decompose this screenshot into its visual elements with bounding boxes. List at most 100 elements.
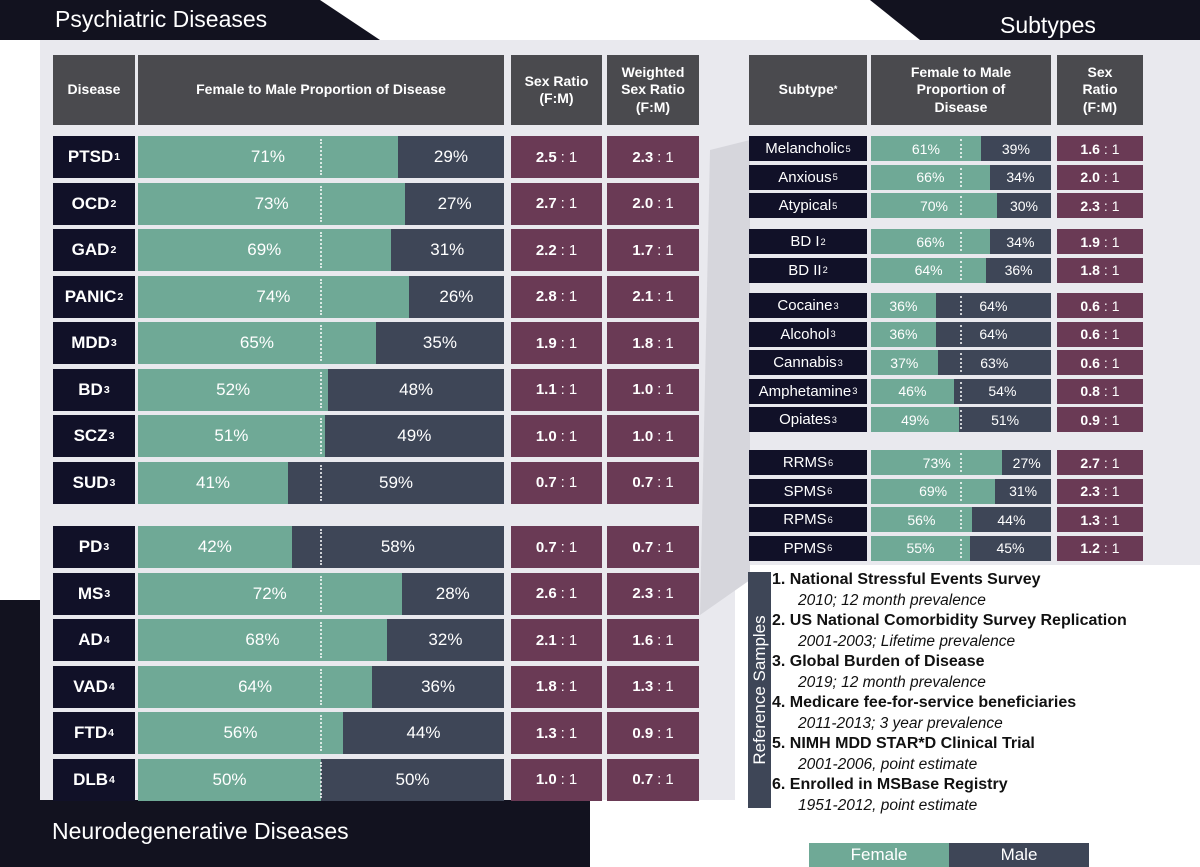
sex-ratio-separator: : bbox=[560, 195, 565, 212]
legend-male-label: Male bbox=[1000, 845, 1038, 864]
female-percent-label: 73% bbox=[922, 454, 951, 471]
female-bar-segment bbox=[871, 350, 938, 375]
sub-sex-ratio-separator: : bbox=[1103, 354, 1108, 371]
weighted-sex-ratio-separator: : bbox=[657, 538, 662, 556]
proportion-bar: 50% 50% bbox=[138, 758, 504, 801]
weighted-sex-ratio-value: 1.8 bbox=[632, 334, 654, 352]
sex-ratio-base: 1 bbox=[568, 241, 578, 259]
reference-title: 5. NIMH MDD STAR*D Clinical Trial bbox=[772, 735, 1035, 752]
sex-ratio-base: 1 bbox=[568, 334, 578, 352]
disease-name: FTD 4 bbox=[53, 712, 135, 754]
weighted-sex-ratio-base: 1 bbox=[665, 538, 674, 556]
disease-name-text: Cocaine bbox=[777, 297, 833, 314]
legend-female-label: Female bbox=[850, 845, 908, 864]
weighted-sex-ratio-separator: : bbox=[657, 474, 662, 491]
disease-name-text: Atypical bbox=[778, 197, 832, 214]
subtypes-title: Subtypes bbox=[1000, 12, 1096, 38]
disease-name: SUD 3 bbox=[53, 461, 135, 504]
sub-sex-ratio-value: 2.3 bbox=[1080, 197, 1100, 214]
neuro-title: Neurodegenerative Diseases bbox=[52, 818, 349, 844]
female-bar-segment bbox=[871, 193, 997, 218]
sub-sex-ratio-separator: : bbox=[1103, 383, 1108, 399]
weighted-sex-ratio-base: 1 bbox=[665, 381, 674, 398]
sub-sex-ratio: 2.3:1 bbox=[1057, 193, 1143, 218]
disease-ref: 4 bbox=[103, 634, 110, 646]
sex-ratio-separator: : bbox=[560, 724, 565, 742]
female-percent-label: 52% bbox=[216, 379, 251, 399]
sub-sex-ratio-separator: : bbox=[1103, 483, 1108, 499]
sub-sex-ratio-base: 1 bbox=[1111, 326, 1120, 342]
sub-sex-ratio-base: 1 bbox=[1111, 262, 1120, 278]
header-subtype-mark: * bbox=[833, 84, 838, 95]
male-percent-label: 29% bbox=[433, 147, 468, 166]
sub-sex-ratio: 2.0:1 bbox=[1057, 164, 1143, 190]
weighted-sex-ratio: 0.7:1 bbox=[607, 758, 699, 801]
female-bar-segment bbox=[871, 229, 990, 254]
female-percent-label: 72% bbox=[252, 583, 287, 603]
disease-name: Anxious 5 bbox=[749, 164, 867, 190]
sub-sex-ratio-separator: : bbox=[1103, 411, 1108, 428]
female-percent-label: 65% bbox=[239, 333, 274, 352]
male-percent-label: 49% bbox=[397, 426, 432, 445]
sub-sex-ratio-value: 2.7 bbox=[1080, 454, 1100, 471]
reference-detail: 2001-2006, point estimate bbox=[798, 756, 978, 773]
female-bar-segment bbox=[871, 136, 981, 161]
weighted-sex-ratio-base: 1 bbox=[665, 241, 674, 259]
female-bar-segment bbox=[871, 321, 936, 347]
sub-sex-ratio-base: 1 bbox=[1111, 540, 1120, 556]
proportion-bar: 70% 30% bbox=[871, 193, 1051, 218]
weighted-sex-ratio-separator: : bbox=[657, 678, 662, 695]
sub-sex-ratio-base: 1 bbox=[1111, 297, 1120, 314]
female-percent-label: 51% bbox=[214, 426, 249, 445]
midline bbox=[960, 453, 962, 472]
midline bbox=[320, 139, 322, 175]
female-bar-segment bbox=[871, 507, 972, 532]
male-percent-label: 32% bbox=[428, 630, 463, 649]
female-percent-label: 50% bbox=[212, 769, 247, 789]
disease-name-text: Opiates bbox=[779, 411, 831, 428]
weighted-sex-ratio: 1.6:1 bbox=[607, 619, 699, 661]
sex-ratio-value: 1.3 bbox=[535, 724, 557, 742]
proportion-bar: 65% 35% bbox=[138, 322, 504, 364]
disease-name-text: MS bbox=[77, 583, 104, 603]
disease-name-text: PPMS bbox=[783, 539, 827, 557]
reference-detail: 2019; 12 month prevalence bbox=[798, 674, 986, 691]
disease-ref: 3 bbox=[103, 383, 110, 396]
disease-name: Melancholic 5 bbox=[749, 136, 867, 161]
disease-ref: 4 bbox=[109, 773, 115, 786]
sub-sex-ratio-base: 1 bbox=[1111, 233, 1120, 250]
disease-ref: 3 bbox=[108, 430, 115, 442]
sex-ratio-separator: : bbox=[560, 427, 565, 445]
male-percent-label: 27% bbox=[437, 193, 472, 213]
sex-ratio: 2.5:1 bbox=[511, 136, 602, 178]
proportion-bar: 72% 28% bbox=[138, 572, 504, 615]
weighted-sex-ratio-base: 1 bbox=[665, 585, 674, 602]
header-subtype-label: Subtype bbox=[778, 81, 834, 98]
weighted-sex-ratio: 1.0:1 bbox=[607, 415, 699, 457]
male-percent-label: 36% bbox=[1004, 262, 1033, 278]
sub-sex-ratio: 0.6:1 bbox=[1057, 350, 1143, 375]
sex-ratio-base: 1 bbox=[568, 678, 578, 695]
sex-ratio-separator: : bbox=[560, 585, 565, 602]
weighted-sex-ratio-value: 0.7 bbox=[632, 474, 654, 491]
midline bbox=[320, 622, 322, 658]
female-percent-label: 74% bbox=[256, 286, 291, 306]
sex-ratio-separator: : bbox=[560, 771, 565, 788]
female-bar-segment bbox=[871, 164, 990, 190]
weighted-sex-ratio-base: 1 bbox=[665, 771, 674, 788]
proportion-bar: 41% 59% bbox=[138, 461, 504, 504]
midline bbox=[320, 715, 322, 751]
disease-ref: 6 bbox=[827, 486, 833, 496]
weighted-sex-ratio-value: 0.9 bbox=[632, 724, 654, 742]
sub-sex-ratio: 1.9:1 bbox=[1057, 229, 1143, 254]
female-bar-segment bbox=[138, 758, 321, 801]
disease-name-text: BD bbox=[78, 379, 103, 399]
male-percent-label: 34% bbox=[1006, 169, 1035, 185]
weighted-sex-ratio-base: 1 bbox=[665, 334, 674, 352]
disease-name: Alcohol 3 bbox=[749, 321, 867, 347]
female-percent-label: 66% bbox=[916, 169, 945, 185]
sub-sex-ratio-base: 1 bbox=[1111, 454, 1120, 471]
weighted-sex-ratio-value: 1.3 bbox=[632, 678, 654, 695]
female-bar-segment bbox=[871, 450, 1003, 475]
disease-name-text: SUD bbox=[72, 472, 109, 492]
